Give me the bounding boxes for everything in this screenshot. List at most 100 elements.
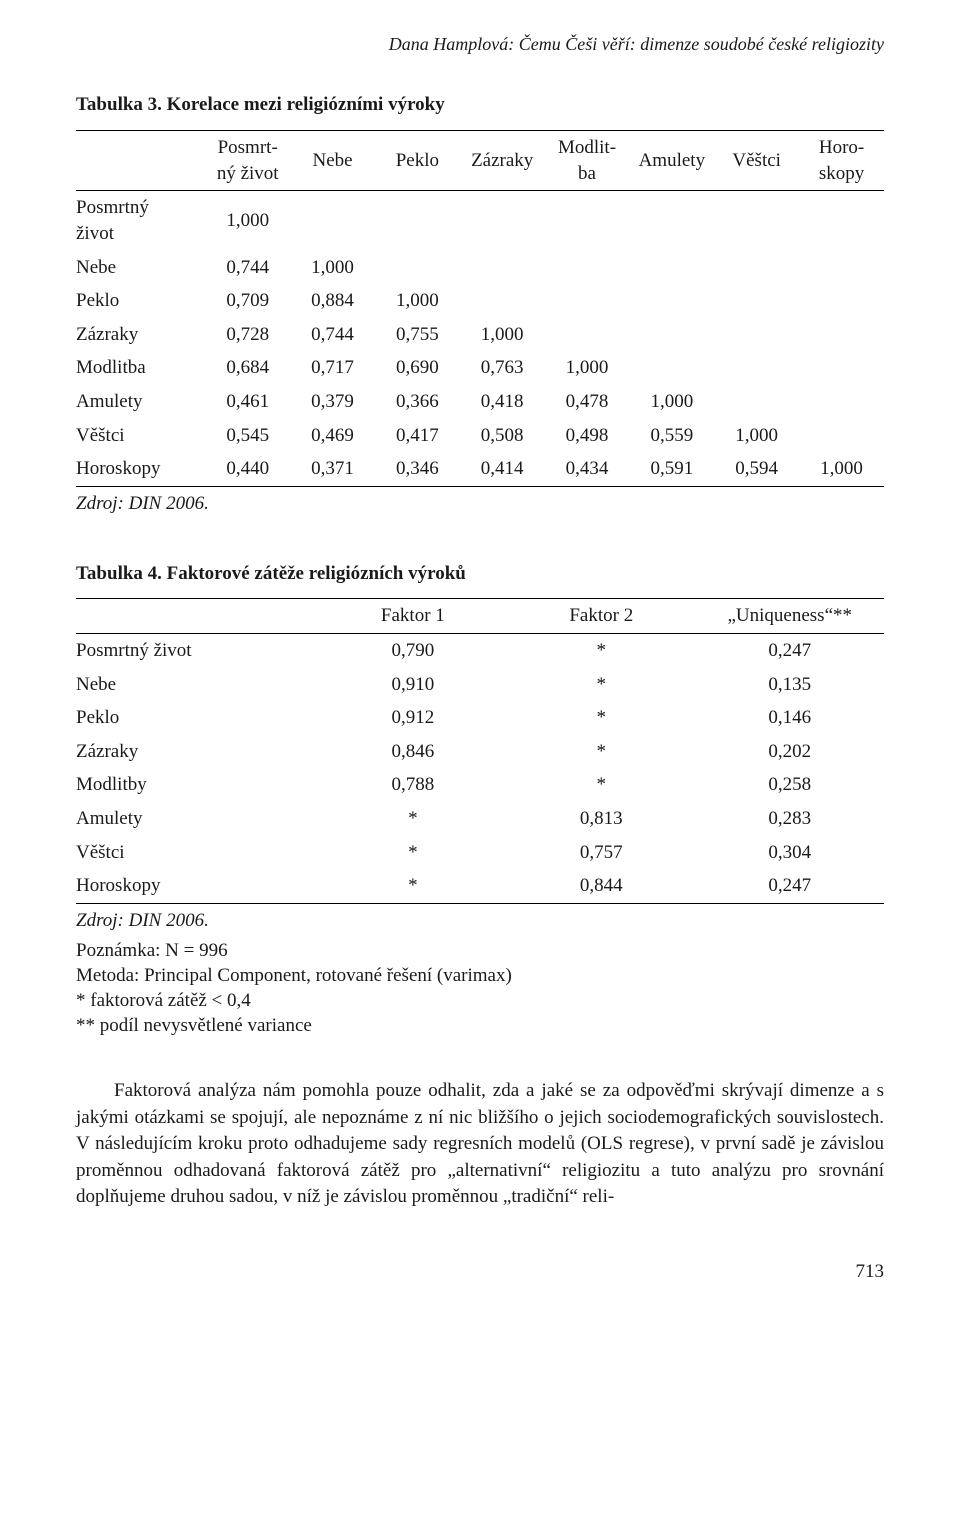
column-header: Zázraky xyxy=(460,130,545,190)
cell: 0,912 xyxy=(319,701,507,735)
cell: 0,461 xyxy=(205,385,290,419)
row-label: Zázraky xyxy=(76,318,205,352)
cell xyxy=(714,318,799,352)
table3-title: Tabulka 3. Korelace mezi religiózními vý… xyxy=(76,92,884,118)
cell: 0,717 xyxy=(290,351,375,385)
cell: 0,135 xyxy=(696,668,884,702)
cell: 0,258 xyxy=(696,768,884,802)
cell: 0,884 xyxy=(290,284,375,318)
row-label: Posmrtnýživot xyxy=(76,191,205,251)
cell xyxy=(460,191,545,251)
row-label: Amulety xyxy=(76,802,319,836)
row-label: Horoskopy xyxy=(76,869,319,903)
cell xyxy=(799,284,884,318)
table-row: Zázraky0,846*0,202 xyxy=(76,735,884,769)
table-row: Nebe0,7441,000 xyxy=(76,251,884,285)
cell: * xyxy=(319,869,507,903)
table-row: Peklo0,7090,8841,000 xyxy=(76,284,884,318)
cell: 0,414 xyxy=(460,452,545,486)
cell xyxy=(799,318,884,352)
cell: * xyxy=(507,668,695,702)
cell: 0,591 xyxy=(629,452,714,486)
cell xyxy=(714,351,799,385)
table-row: Posmrtnýživot1,000 xyxy=(76,191,884,251)
table3-source: Zdroj: DIN 2006. xyxy=(76,491,884,517)
cell: 0,755 xyxy=(375,318,460,352)
cell: 0,559 xyxy=(629,419,714,453)
cell: 1,000 xyxy=(290,251,375,285)
cell: 0,763 xyxy=(460,351,545,385)
cell: 0,418 xyxy=(460,385,545,419)
cell xyxy=(290,191,375,251)
column-header: Peklo xyxy=(375,130,460,190)
cell xyxy=(460,251,545,285)
table4-source: Zdroj: DIN 2006. xyxy=(76,908,884,934)
cell: 0,813 xyxy=(507,802,695,836)
cell xyxy=(714,251,799,285)
cell xyxy=(460,284,545,318)
row-label: Věštci xyxy=(76,419,205,453)
running-head: Dana Hamplová: Čemu Češi věří: dimenze s… xyxy=(76,32,884,56)
cell: 1,000 xyxy=(460,318,545,352)
cell: 0,304 xyxy=(696,836,884,870)
cell xyxy=(545,191,630,251)
cell: 0,728 xyxy=(205,318,290,352)
column-header: Horo-skopy xyxy=(799,130,884,190)
cell xyxy=(714,385,799,419)
cell: 1,000 xyxy=(205,191,290,251)
cell: 0,545 xyxy=(205,419,290,453)
table-row: Posmrtný život0,790*0,247 xyxy=(76,633,884,667)
cell: 0,434 xyxy=(545,452,630,486)
cell: 1,000 xyxy=(629,385,714,419)
cell: 0,690 xyxy=(375,351,460,385)
column-header: Věštci xyxy=(714,130,799,190)
cell: 0,846 xyxy=(319,735,507,769)
table-row: Věštci*0,7570,304 xyxy=(76,836,884,870)
cell: 0,498 xyxy=(545,419,630,453)
column-header xyxy=(76,130,205,190)
table-row: Modlitby0,788*0,258 xyxy=(76,768,884,802)
cell xyxy=(375,251,460,285)
cell: * xyxy=(319,836,507,870)
table4-notes: Poznámka: N = 996Metoda: Principal Compo… xyxy=(76,938,884,1038)
row-label: Nebe xyxy=(76,668,319,702)
column-header: Posmrt-ný život xyxy=(205,130,290,190)
table-row: Horoskopy0,4400,3710,3460,4140,4340,5910… xyxy=(76,452,884,486)
cell: 0,366 xyxy=(375,385,460,419)
cell xyxy=(799,419,884,453)
cell xyxy=(714,191,799,251)
cell: 0,417 xyxy=(375,419,460,453)
row-label: Modlitba xyxy=(76,351,205,385)
table3: Posmrt-ný životNebePekloZázrakyModlit-ba… xyxy=(76,130,884,487)
column-header: Nebe xyxy=(290,130,375,190)
cell xyxy=(545,284,630,318)
cell: 0,757 xyxy=(507,836,695,870)
page-number: 713 xyxy=(76,1259,884,1285)
cell: 0,346 xyxy=(375,452,460,486)
row-label: Posmrtný život xyxy=(76,633,319,667)
cell xyxy=(629,251,714,285)
note-line: ** podíl nevysvětlené variance xyxy=(76,1015,312,1036)
cell: * xyxy=(507,735,695,769)
cell: 0,910 xyxy=(319,668,507,702)
row-label: Věštci xyxy=(76,836,319,870)
cell xyxy=(799,385,884,419)
cell: 0,844 xyxy=(507,869,695,903)
table-row: Věštci0,5450,4690,4170,5080,4980,5591,00… xyxy=(76,419,884,453)
cell: 1,000 xyxy=(375,284,460,318)
row-label: Horoskopy xyxy=(76,452,205,486)
cell: 0,202 xyxy=(696,735,884,769)
cell xyxy=(799,251,884,285)
cell: * xyxy=(319,802,507,836)
column-header: Amulety xyxy=(629,130,714,190)
cell: 0,788 xyxy=(319,768,507,802)
cell: 0,478 xyxy=(545,385,630,419)
table4: Faktor 1Faktor 2„Uniqueness“** Posmrtný … xyxy=(76,598,884,904)
cell: 1,000 xyxy=(714,419,799,453)
table-row: Modlitba0,6840,7170,6900,7631,000 xyxy=(76,351,884,385)
table-row: Amulety0,4610,3790,3660,4180,4781,000 xyxy=(76,385,884,419)
cell: * xyxy=(507,768,695,802)
cell: 0,744 xyxy=(205,251,290,285)
table-row: Zázraky0,7280,7440,7551,000 xyxy=(76,318,884,352)
cell: * xyxy=(507,701,695,735)
